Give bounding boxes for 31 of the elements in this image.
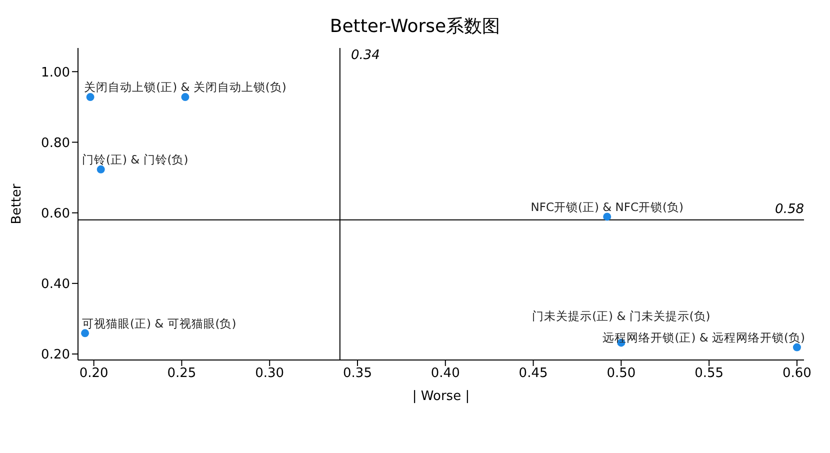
annotation: 远程网络开锁(正) & 远程网络开锁(负) [602, 330, 805, 344]
x-tick-label: 0.40 [430, 366, 460, 382]
point [603, 212, 612, 221]
x-tick-label: 0.55 [694, 366, 724, 382]
x-axis-title: | Worse | [412, 389, 470, 404]
ref-line-label: 0.34 [350, 48, 380, 64]
x-tick-label: 0.20 [79, 366, 108, 382]
y-tick-label: 0.40 [41, 277, 70, 292]
x-tick-label: 0.50 [606, 366, 636, 382]
annotation: 门未关提示(正) & 门未关提示(负) [532, 308, 710, 323]
x-tick-label: 0.60 [782, 366, 812, 382]
y-tick-label: 0.80 [41, 136, 70, 151]
y-axis-title: Better [10, 183, 25, 224]
point [86, 93, 94, 102]
point [81, 329, 90, 338]
x-tick-label: 0.30 [255, 366, 284, 382]
chart-title: Better-Worse系数图 [328, 15, 502, 38]
point [792, 343, 801, 352]
x-tick-label: 0.35 [343, 366, 372, 382]
y-tick-label: 0.60 [41, 206, 70, 222]
point [96, 165, 105, 174]
ref-line-label: 0.58 [775, 202, 804, 218]
annotation: 门铃(正) & 门铃(负) [82, 152, 188, 166]
annotation: 关闭自动上锁(正) & 关闭自动上锁(负) [84, 80, 286, 94]
annotation: 可视猫眼(正) & 可视猫眼(负) [82, 316, 236, 330]
y-tick-label: 1.00 [41, 65, 70, 80]
point [181, 93, 190, 102]
annotation: NFC开锁(正) & NFC开锁(负) [530, 200, 684, 214]
x-tick-label: 0.45 [518, 366, 548, 382]
y-tick-label: 0.20 [41, 348, 70, 363]
x-tick-label: 0.25 [167, 366, 196, 382]
